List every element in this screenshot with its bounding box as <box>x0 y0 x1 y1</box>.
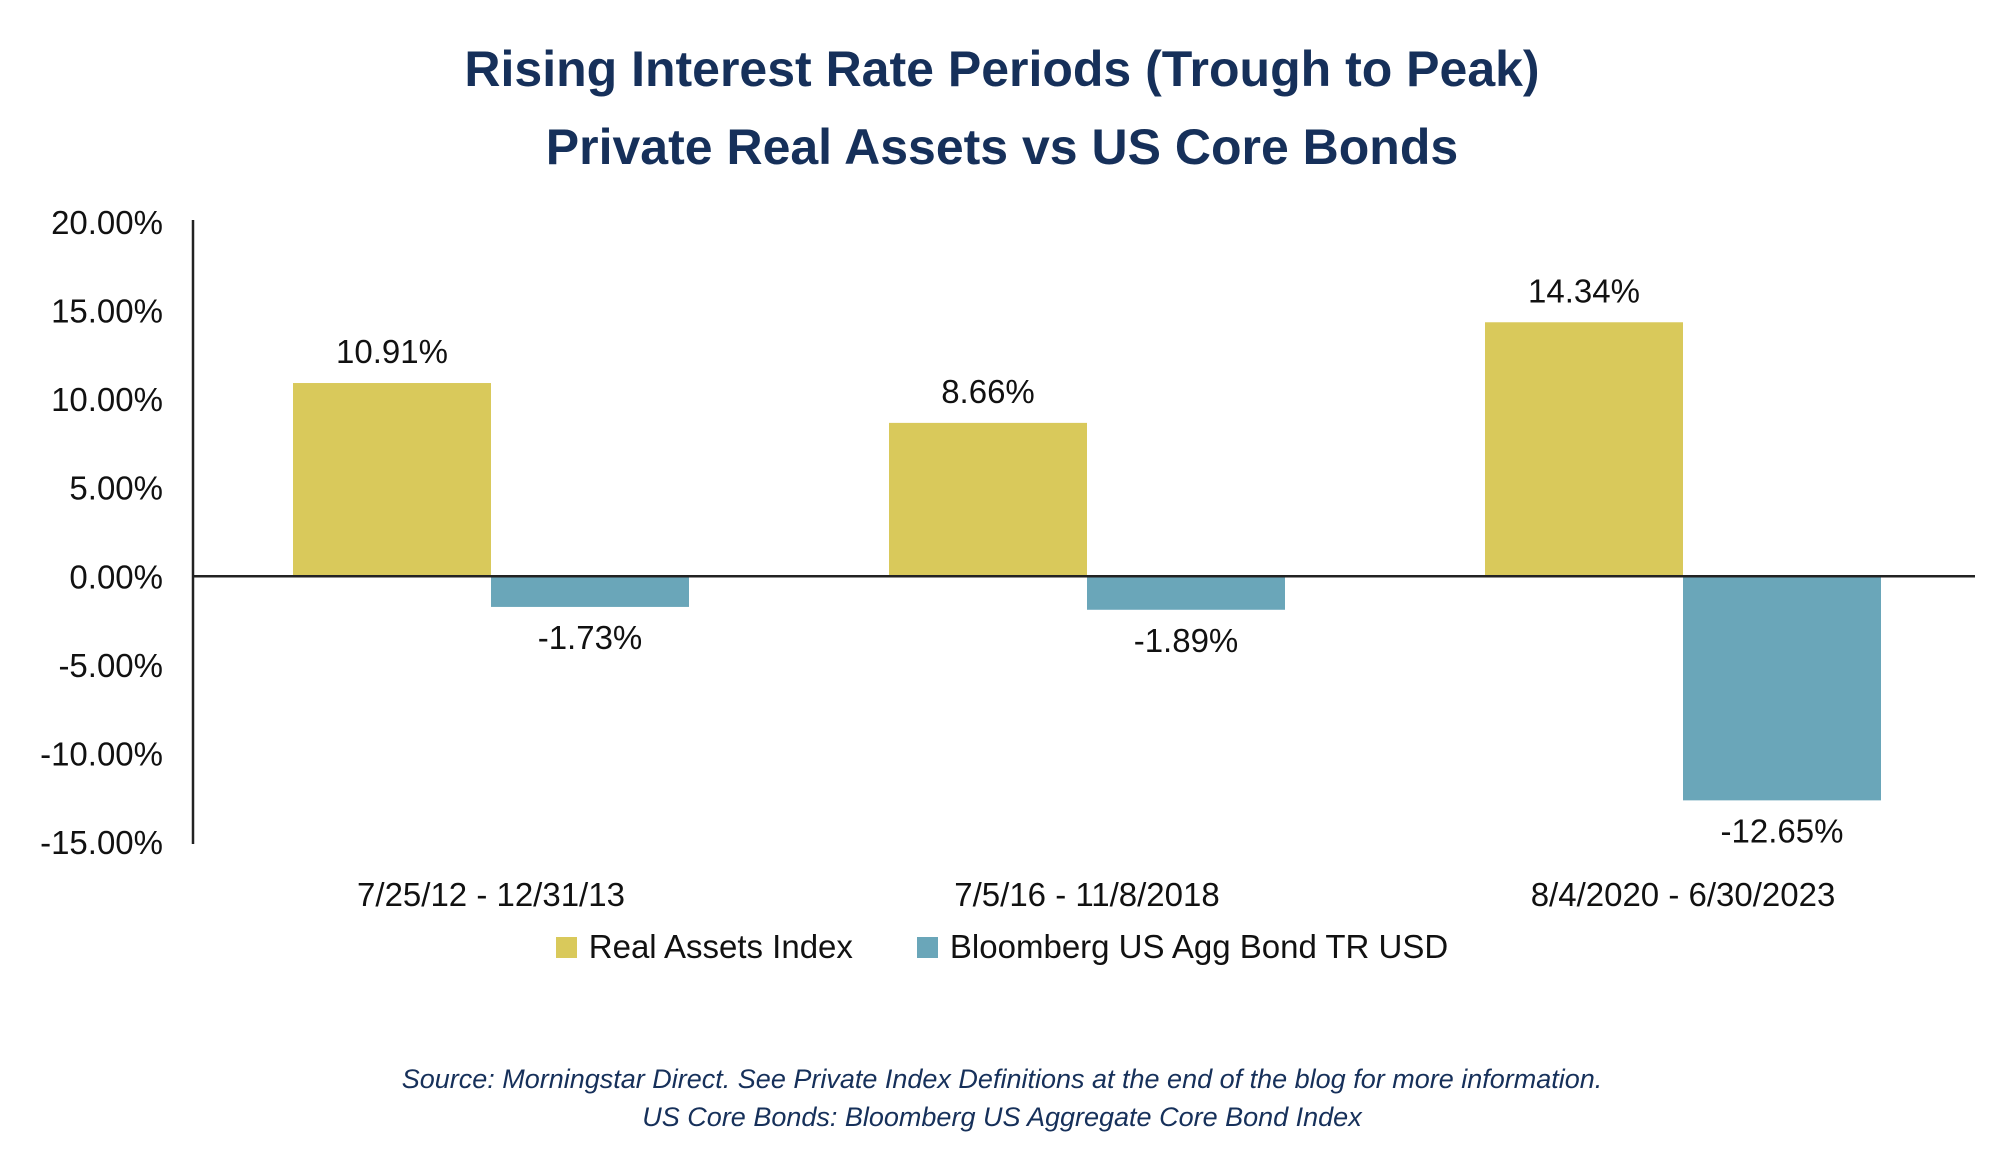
legend-item-real-assets: Real Assets Index <box>555 928 853 966</box>
legend-swatch-real-assets <box>555 936 577 958</box>
y-tick-label: 20.00% <box>51 204 163 241</box>
bar-bloomberg <box>1683 576 1881 801</box>
y-tick-label: 0.00% <box>69 558 163 595</box>
data-label: 10.91% <box>336 333 448 370</box>
source-line-1: Source: Morningstar Direct. See Private … <box>401 1064 1603 1094</box>
bar-real-assets <box>1485 322 1683 577</box>
x-tick-label: 7/5/16 - 11/8/2018 <box>954 876 1219 913</box>
bar-real-assets <box>293 383 491 577</box>
y-tick-label: -15.00% <box>40 824 163 861</box>
x-tick-label: 8/4/2020 - 6/30/2023 <box>1531 876 1836 913</box>
legend-label-real-assets: Real Assets Index <box>588 928 853 965</box>
y-tick-label: -10.00% <box>40 735 163 772</box>
y-tick-label: -5.00% <box>58 647 163 684</box>
x-tick-label: 7/25/12 - 12/31/13 <box>357 876 625 913</box>
bar-real-assets <box>889 422 1087 577</box>
chart-legend: Real Assets Index Bloomberg US Agg Bond … <box>0 928 2004 966</box>
bar-bloomberg <box>491 576 689 607</box>
y-tick-label: 5.00% <box>69 470 163 507</box>
y-tick-label: 10.00% <box>51 381 163 418</box>
data-label: -1.89% <box>1134 622 1239 659</box>
data-label: 14.34% <box>1528 272 1640 309</box>
legend-label-bloomberg: Bloomberg US Agg Bond TR USD <box>949 928 1449 965</box>
bar-bloomberg <box>1087 576 1285 610</box>
data-label: 8.66% <box>941 373 1035 410</box>
source-line-2: US Core Bonds: Bloomberg US Aggregate Co… <box>642 1102 1362 1132</box>
bar-chart: 20.00% 15.00% 10.00% 5.00% 0.00% -5.00% -10.00… <box>40 204 1975 913</box>
data-label: -1.73% <box>538 619 643 656</box>
legend-swatch-bloomberg <box>916 936 938 958</box>
chart-title-block: Rising Interest Rate Periods (Trough to … <box>0 30 2004 186</box>
y-tick-label: 15.00% <box>51 293 163 330</box>
legend-item-bloomberg: Bloomberg US Agg Bond TR USD <box>916 928 1449 966</box>
source-note: Source: Morningstar Direct. See Private … <box>0 1060 2004 1136</box>
data-label: -12.65% <box>1721 812 1844 849</box>
chart-subtitle: Private Real Assets vs US Core Bonds <box>545 119 1459 175</box>
chart-title: Rising Interest Rate Periods (Trough to … <box>464 41 1540 97</box>
